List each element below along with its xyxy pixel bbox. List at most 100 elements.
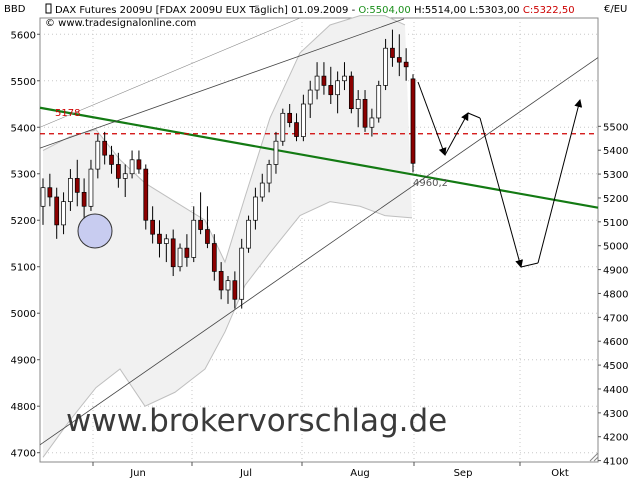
candle [239, 238, 245, 309]
x-tick-label: Jun [129, 468, 146, 479]
projection-arrow [417, 81, 447, 156]
candle [410, 74, 416, 173]
candle-body [335, 80, 340, 96]
candle-body [88, 168, 94, 207]
y-right-tick-label: 5300 [603, 170, 628, 181]
candle [102, 131, 108, 165]
y-left-tick-label: 4800 [11, 402, 36, 413]
candle [253, 187, 258, 230]
candle-body [150, 219, 155, 235]
candle-legend-icon [45, 3, 52, 14]
y-left-tick-label: 5600 [11, 30, 36, 41]
y-right-tick-label: 4100 [603, 457, 628, 468]
price-bands [42, 15, 413, 458]
candle-body [184, 247, 190, 258]
candle-body [102, 140, 108, 156]
candle [61, 192, 66, 235]
candle-body [383, 47, 388, 86]
y-right-tick-label: 4400 [603, 385, 628, 396]
unit-left: BBD [4, 4, 26, 15]
level-label: 5178 [55, 108, 80, 119]
y-left-tick-label: 5000 [11, 309, 36, 320]
candle-body [287, 112, 293, 123]
y-left-tick-label: 5400 [11, 123, 36, 134]
projection-connector [520, 262, 539, 268]
candle [246, 215, 251, 253]
candle [191, 206, 197, 263]
candle-body [95, 140, 101, 170]
projection-arrow [444, 112, 469, 156]
candle [355, 90, 361, 128]
candle-body [362, 99, 368, 128]
trend-lines [39, 17, 599, 446]
candle-body [47, 187, 53, 198]
candle-body [348, 75, 354, 110]
candle-body [403, 61, 409, 68]
band-upper [42, 15, 406, 264]
candle-body [198, 219, 203, 230]
candle-body [342, 75, 347, 82]
x-tick-label: Sep [454, 468, 473, 479]
candle [280, 108, 286, 146]
candle-body [177, 247, 183, 268]
y-right-tick-label: 4300 [603, 409, 628, 420]
y-left-tick-label: 4900 [11, 356, 36, 367]
candle-body [109, 154, 114, 165]
candle [225, 276, 231, 304]
candle [143, 164, 149, 230]
candle-body [232, 280, 238, 300]
candle [232, 271, 238, 309]
candle-body [280, 112, 286, 142]
y-left-tick-label: 5300 [11, 170, 36, 181]
y-right-tick-label: 4600 [603, 337, 628, 348]
candle [287, 104, 293, 128]
candle-body [218, 271, 224, 291]
header-title: DAX Futures 2009U [FDAX 2009U EUX Täglic… [55, 5, 358, 16]
uptrend-line [39, 57, 599, 446]
copyright: © www.tradesignalonline.com [45, 18, 196, 29]
candle [40, 178, 46, 225]
candle-body [81, 191, 87, 207]
chart-header: DAX Futures 2009U [FDAX 2009U EUX Täglic… [45, 3, 575, 29]
candle-body [294, 122, 299, 137]
candle-body [191, 219, 197, 258]
y-right-tick-label: 5000 [603, 242, 628, 253]
resize-handle-icon[interactable] [589, 452, 599, 462]
candle-body [273, 140, 279, 165]
downtrend-line [39, 106, 599, 209]
projection-arrows [417, 81, 583, 268]
band-fill [43, 15, 412, 458]
candle [362, 90, 368, 132]
candle [335, 71, 340, 114]
candle [328, 66, 334, 105]
x-tick-label: Aug [350, 468, 370, 479]
y-right-tick-label: 5200 [603, 194, 628, 205]
y-right-tick-label: 4500 [603, 361, 628, 372]
candle-body [376, 85, 382, 119]
candle [376, 80, 382, 123]
y-right-tick-label: 5400 [603, 146, 628, 157]
y-right-tick-label: 5500 [603, 122, 628, 133]
candle [369, 108, 375, 137]
unit-right: €/EU [604, 4, 627, 15]
candle-body [157, 233, 162, 244]
candle [294, 113, 299, 142]
candle [74, 159, 80, 207]
candle [150, 206, 155, 244]
candle [218, 262, 224, 300]
candle-body [266, 164, 272, 184]
y-left-tick-label: 5100 [11, 263, 36, 274]
candle [116, 152, 121, 188]
candle [342, 62, 347, 91]
header-hl: H:5514,00 L:5303,00 [411, 5, 523, 16]
candle-body [74, 178, 80, 193]
x-tick-label: Jul [239, 468, 252, 479]
candle-body [116, 164, 121, 179]
candle [136, 150, 142, 174]
candle [177, 243, 183, 272]
candle [109, 145, 114, 174]
candle-body [301, 103, 306, 137]
candle [266, 159, 272, 193]
candle [205, 206, 210, 249]
